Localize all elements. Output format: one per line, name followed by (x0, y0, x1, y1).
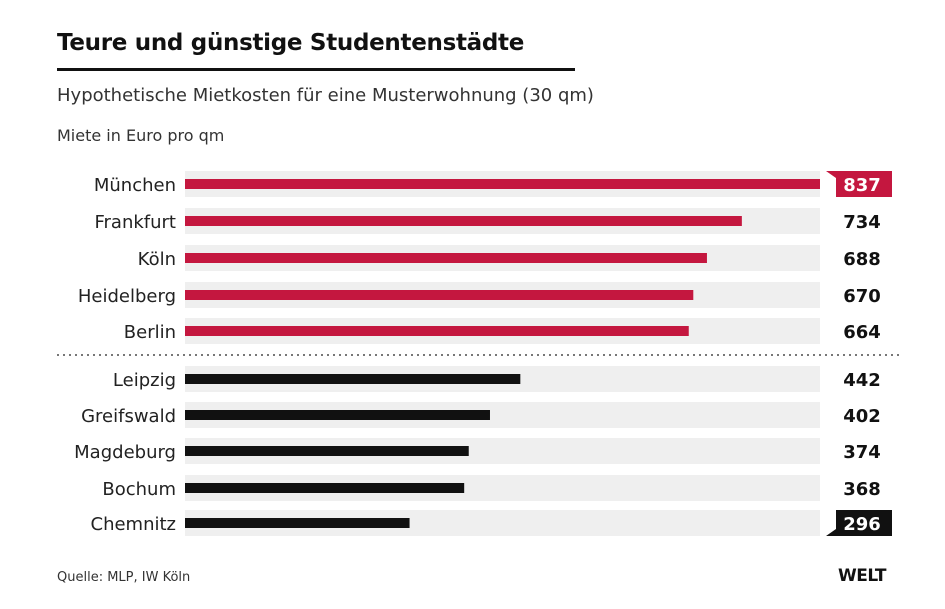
value-label: 442 (843, 370, 881, 391)
title-underline (57, 68, 575, 71)
value-label: 837 (843, 175, 881, 196)
value-label: 374 (843, 442, 881, 463)
value-label: 296 (843, 514, 881, 535)
axis-label: Miete in Euro pro qm (57, 126, 225, 145)
bar (185, 253, 707, 263)
bar (185, 518, 410, 528)
bar (185, 216, 742, 226)
category-label: Frankfurt (94, 212, 176, 233)
category-label: Heidelberg (78, 286, 176, 307)
value-label: 402 (843, 406, 881, 427)
chart-title: Teure und günstige Studentenstädte (57, 30, 525, 56)
category-label: Leipzig (113, 370, 176, 391)
category-label: München (94, 175, 176, 196)
value-label: 734 (843, 212, 881, 233)
value-label: 368 (843, 479, 881, 500)
bar (185, 410, 490, 420)
category-label: Bochum (102, 479, 176, 500)
value-callout (826, 171, 892, 197)
chart-subtitle: Hypothetische Mietkosten für eine Muster… (57, 85, 594, 106)
category-label: Magdeburg (74, 442, 176, 463)
value-label: 670 (843, 286, 881, 307)
bar (185, 326, 689, 336)
value-label: 664 (843, 322, 881, 343)
category-label: Greifswald (81, 406, 176, 427)
value-callout (826, 510, 892, 536)
category-label: Berlin (124, 322, 176, 343)
value-label: 688 (843, 249, 881, 270)
bar (185, 179, 820, 189)
category-label: Chemnitz (91, 514, 177, 535)
bar (185, 483, 465, 493)
bar (185, 374, 521, 384)
welt-logo: WELT (838, 566, 886, 586)
category-label: Köln (138, 249, 176, 270)
bar (185, 446, 469, 456)
source-note: Quelle: MLP, IW Köln (57, 570, 191, 585)
bar (185, 290, 694, 300)
